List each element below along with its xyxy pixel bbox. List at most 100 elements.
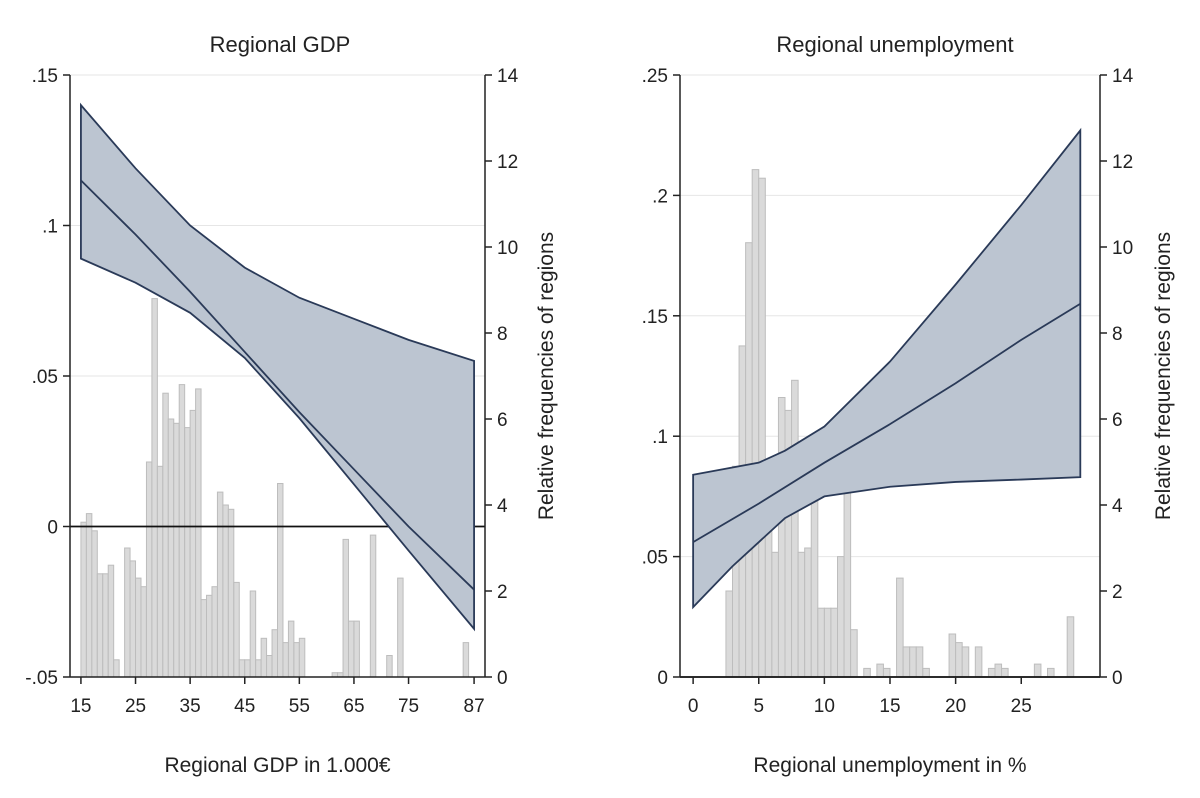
histogram-bar: [896, 577, 904, 678]
histogram-bar: [238, 659, 246, 678]
histogram-bar: [369, 534, 377, 678]
chart-title: Regional unemployment: [776, 32, 1013, 57]
histogram-bar: [244, 659, 251, 678]
x-tick-label: 15: [879, 696, 900, 717]
histogram-bar: [751, 169, 760, 678]
x-tick-label: 25: [1011, 696, 1032, 717]
histogram-bar: [156, 465, 164, 678]
histogram-bar: [151, 298, 158, 678]
histogram-bar: [817, 607, 825, 678]
histogram-bar: [1066, 616, 1075, 678]
histogram-bar: [386, 655, 393, 678]
histogram-bar: [342, 538, 349, 678]
x-tick-label: 20: [945, 696, 966, 717]
histogram-bar: [178, 384, 186, 678]
chart-title: Regional GDP: [210, 32, 351, 57]
y2-tick-label: 2: [1112, 582, 1123, 603]
histogram-bar: [837, 556, 845, 678]
y-tick-label: 0: [657, 668, 668, 689]
y2-tick-label: 0: [497, 668, 508, 689]
histogram-bar: [1033, 663, 1042, 678]
x-tick-label: 0: [688, 696, 699, 717]
x-tick-label: 10: [814, 696, 835, 717]
y-tick-label: .25: [642, 66, 668, 87]
histogram-bar: [347, 620, 355, 678]
confidence-band: [80, 102, 475, 632]
y-tick-label: .2: [652, 186, 668, 207]
histogram-bar: [222, 504, 229, 678]
histogram-bar: [994, 663, 1003, 678]
y2-tick-label: 8: [1112, 324, 1123, 345]
histogram-bar: [173, 422, 180, 678]
histogram-bar: [124, 547, 131, 678]
histogram-bar: [876, 663, 884, 678]
y2-tick-label: 10: [1112, 238, 1133, 259]
x-tick-label: 87: [464, 696, 485, 717]
histogram-bar: [266, 655, 273, 678]
histogram-bar: [843, 491, 852, 678]
panel-regional-gdp: -.05 0 .05 .1 .15 0 2 4 6 8 10 12 14 15 25 35 45 55 65 75 87…: [25, 32, 558, 777]
histogram-bar: [1047, 667, 1055, 678]
histogram-bar: [113, 659, 120, 678]
histogram-bar: [184, 427, 191, 678]
histogram-bar: [249, 590, 257, 678]
histogram-bar: [1001, 667, 1009, 678]
y2-axis-label: Relative frequencies of regions: [535, 232, 558, 520]
y2-tick-label: 6: [497, 410, 508, 431]
histogram-bar: [260, 637, 268, 678]
y-tick-label: .1: [652, 427, 668, 448]
y-tick-label: .1: [42, 217, 58, 238]
x-axis-label: Regional GDP in 1.000€: [164, 754, 390, 777]
x-tick-label: 25: [125, 696, 146, 717]
histogram-bar: [135, 577, 142, 678]
histogram-bar: [227, 508, 235, 678]
histogram-bar: [233, 581, 240, 678]
confidence-band: [692, 127, 1082, 610]
estimate-line: [692, 302, 1081, 543]
histogram-bar: [791, 379, 799, 678]
histogram-bar: [397, 577, 404, 678]
histogram-bar: [298, 637, 306, 678]
histogram-bar: [462, 642, 470, 678]
x-tick-label: 5: [753, 696, 764, 717]
histogram-bar: [189, 409, 197, 678]
x-tick-label: 55: [289, 696, 310, 717]
histogram-bar: [830, 607, 838, 678]
histogram-bar: [863, 667, 871, 678]
histogram-bar: [948, 633, 957, 678]
histogram-bar: [206, 594, 213, 678]
estimate-line: [80, 179, 475, 591]
y2-tick-label: 10: [497, 238, 518, 259]
histogram-bar: [216, 491, 224, 678]
x-tick-label: 65: [343, 696, 364, 717]
histogram-bar: [922, 667, 930, 678]
y2-tick-label: 6: [1112, 410, 1123, 431]
y2-tick-label: 2: [497, 582, 508, 603]
x-tick-label: 15: [70, 696, 91, 717]
histogram-bar: [282, 642, 289, 678]
histogram-bar: [107, 564, 115, 678]
x-tick-label: 75: [398, 696, 419, 717]
histogram-bar: [353, 620, 360, 678]
x-tick-label: 35: [180, 696, 201, 717]
y-tick-label: .05: [642, 548, 668, 569]
y2-axis-label: Relative frequencies of regions: [1152, 232, 1175, 520]
y2-tick-label: 14: [497, 66, 519, 87]
y2-tick-label: 12: [497, 152, 518, 173]
y-tick-label: .05: [32, 367, 58, 388]
histogram-bar: [915, 646, 924, 678]
histogram-bar: [167, 418, 175, 678]
histogram-bar: [823, 607, 832, 678]
panel-regional-unemployment: 0 .05 .1 .15 .2 .25 0 2 4 6 8 10 12 14 0 5 10 15 20 25 Regio…: [642, 32, 1175, 777]
histogram-bar: [271, 629, 278, 678]
histogram-bar: [287, 620, 295, 678]
histogram-bar: [129, 560, 137, 678]
histogram-bar: [145, 461, 153, 678]
y-tick-label: -.05: [25, 668, 58, 689]
y-tick-label: .15: [32, 66, 58, 87]
y2-tick-label: 4: [1112, 496, 1123, 517]
histogram-bar: [797, 551, 806, 678]
histogram-bar: [80, 521, 87, 678]
histogram-bar: [255, 659, 262, 678]
